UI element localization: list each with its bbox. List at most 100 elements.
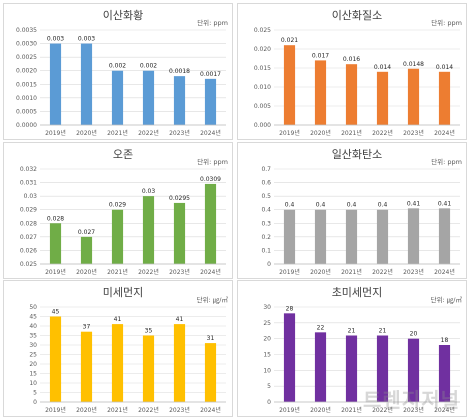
bar bbox=[80, 331, 93, 402]
y-tick-label: 0.0025 bbox=[16, 54, 37, 61]
y-tick-label: 0.0000 bbox=[16, 122, 37, 129]
data-label: 0.029 bbox=[109, 202, 126, 209]
data-label: 0.0148 bbox=[403, 61, 424, 68]
data-label: 0.0017 bbox=[200, 71, 221, 78]
y-tick-label: 0.7 bbox=[261, 166, 271, 173]
data-label: 0.003 bbox=[78, 36, 95, 43]
x-tick-label: 2024년 bbox=[200, 129, 221, 137]
y-tick-label: 0.1 bbox=[261, 247, 271, 254]
chart-panel-sulfur-dioxide: 이산화황 단위: ppm 0.0000 0.0005 0.0010 0.0015 0.002… bbox=[3, 3, 233, 140]
y-tick-label: 0.5 bbox=[261, 193, 271, 200]
data-label: 0.014 bbox=[374, 64, 391, 71]
bar bbox=[283, 45, 296, 126]
x-tick-label: 2022년 bbox=[372, 406, 393, 414]
data-label: 41 bbox=[114, 316, 122, 323]
data-label: 37 bbox=[83, 324, 91, 331]
y-tick-label: 0.000 bbox=[254, 122, 271, 129]
y-tick-label: 0 bbox=[267, 399, 271, 406]
y-tick-label: 0.2 bbox=[261, 234, 271, 241]
x-tick-label: 2019년 bbox=[279, 129, 300, 137]
data-label: 0.002 bbox=[140, 63, 157, 70]
x-tick-label: 2022년 bbox=[372, 268, 393, 276]
data-label: 0.0018 bbox=[169, 68, 190, 75]
bar bbox=[314, 332, 327, 402]
y-tick-label: 0.6 bbox=[261, 180, 271, 187]
chart-title: 이산화황 bbox=[103, 9, 143, 22]
x-tick-label: 2024년 bbox=[200, 406, 221, 414]
unit-label: 단위: ppm bbox=[197, 18, 228, 27]
bar bbox=[407, 338, 420, 402]
x-tick-label: 2020년 bbox=[310, 406, 331, 414]
data-label: 0.4 bbox=[285, 202, 295, 209]
x-tick-label: 2021년 bbox=[341, 268, 362, 276]
y-tick-label: 0.015 bbox=[254, 65, 271, 72]
bar bbox=[314, 209, 327, 264]
data-label: 0.0309 bbox=[200, 176, 221, 183]
y-tick-label: 0.03 bbox=[24, 193, 38, 200]
y-tick-label: 25 bbox=[263, 320, 271, 327]
data-label: 0.003 bbox=[47, 36, 64, 43]
y-tick-label: 45 bbox=[29, 314, 37, 321]
x-tick-label: 2019년 bbox=[45, 406, 66, 414]
chart-title: 오존 bbox=[113, 148, 133, 161]
unit-label: 단위: ㎍/㎥ bbox=[431, 295, 463, 305]
unit-label: 단위: ㎍/㎥ bbox=[197, 295, 229, 305]
x-tick-label: 2023년 bbox=[403, 406, 424, 414]
y-tick-label: 15 bbox=[263, 352, 271, 359]
x-tick-label: 2020년 bbox=[76, 268, 97, 276]
bar bbox=[283, 209, 296, 264]
x-tick-label: 2021년 bbox=[107, 406, 128, 414]
y-tick-label: 0.026 bbox=[20, 247, 37, 254]
y-tick-label: 0.027 bbox=[20, 234, 37, 241]
bar bbox=[376, 335, 389, 402]
y-tick-label: 20 bbox=[29, 361, 37, 368]
y-tick-label: 30 bbox=[29, 342, 37, 349]
y-tick-label: 0.0030 bbox=[16, 41, 37, 48]
x-tick-label: 2020년 bbox=[310, 129, 331, 137]
x-tick-label: 2023년 bbox=[403, 268, 424, 276]
y-tick-label: 50 bbox=[29, 304, 37, 311]
data-label: 0.4 bbox=[316, 202, 326, 209]
bar bbox=[142, 335, 155, 402]
data-label: 0.017 bbox=[312, 52, 329, 59]
bar bbox=[204, 183, 217, 264]
unit-label: 단위: ppm bbox=[431, 157, 462, 166]
x-tick-label: 2020년 bbox=[76, 406, 97, 414]
data-label: 41 bbox=[176, 316, 184, 323]
unit-label: 단위: ppm bbox=[431, 18, 462, 27]
x-tick-label: 2024년 bbox=[434, 268, 455, 276]
x-tick-label: 2024년 bbox=[200, 268, 221, 276]
y-tick-label: 0.0010 bbox=[16, 95, 37, 102]
bar bbox=[283, 313, 296, 402]
bar bbox=[345, 335, 358, 402]
data-label: 0.021 bbox=[281, 37, 298, 44]
x-tick-label: 2023년 bbox=[169, 268, 190, 276]
bar bbox=[345, 64, 358, 125]
chart-title: 이산화질소 bbox=[332, 9, 383, 22]
y-tick-label: 40 bbox=[29, 323, 37, 330]
bar bbox=[204, 78, 217, 125]
chart-title: 미세먼지 bbox=[103, 286, 143, 299]
y-tick-label: 10 bbox=[263, 367, 271, 374]
chart-panel-ultrafine-dust: 초미세먼지 단위: ㎍/㎥ 0 5 10 15 20 25 30 28 2019년 22 2020년 21… bbox=[237, 280, 467, 417]
y-tick-label: 0.032 bbox=[20, 166, 37, 173]
y-tick-label: 0.028 bbox=[20, 220, 37, 227]
bar bbox=[49, 223, 62, 264]
data-label: 0.0295 bbox=[169, 195, 190, 202]
y-tick-label: 0.4 bbox=[261, 207, 271, 214]
data-label: 0.027 bbox=[78, 229, 95, 236]
bar bbox=[438, 71, 451, 125]
bar bbox=[111, 324, 124, 402]
y-tick-label: 0.025 bbox=[254, 27, 271, 34]
x-tick-label: 2024년 bbox=[434, 406, 455, 414]
x-tick-label: 2019년 bbox=[45, 268, 66, 276]
bar bbox=[204, 343, 217, 402]
y-tick-label: 0 bbox=[33, 399, 37, 406]
bar bbox=[173, 324, 186, 402]
unit-label: 단위: ppm bbox=[197, 157, 228, 166]
chart-title: 일산화탄소 bbox=[332, 147, 383, 161]
x-tick-label: 2022년 bbox=[138, 129, 159, 137]
y-tick-label: 0.0005 bbox=[16, 108, 37, 115]
